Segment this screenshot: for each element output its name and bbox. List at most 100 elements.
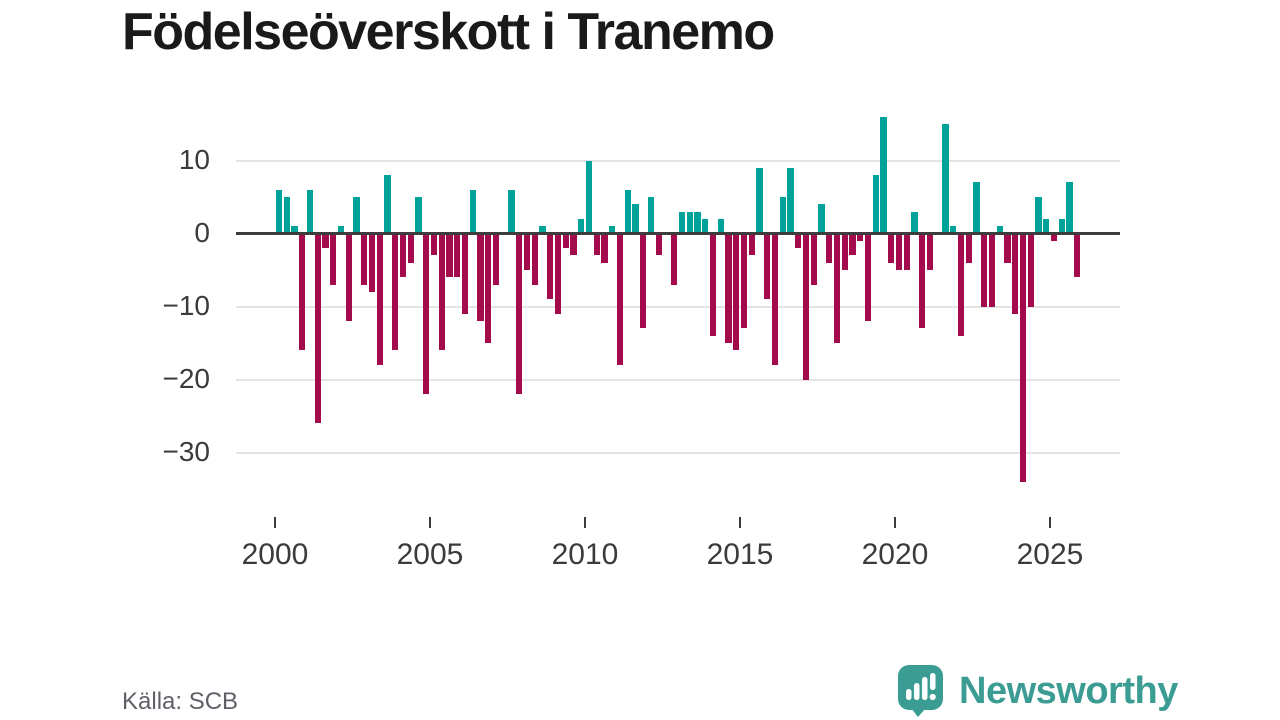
bar	[345, 233, 352, 322]
bar	[361, 233, 368, 285]
y-axis-tick-label: −10	[162, 289, 211, 321]
x-axis-tick-mark	[584, 517, 586, 528]
bar	[283, 197, 290, 234]
bar	[857, 233, 864, 241]
bar	[996, 226, 1003, 234]
bar	[771, 233, 779, 365]
bar	[438, 233, 445, 351]
y-axis-tick-label: 10	[178, 143, 210, 175]
bar	[423, 233, 430, 395]
bar	[531, 233, 538, 285]
bar	[671, 233, 678, 285]
bar	[314, 233, 321, 424]
y-axis-tick-label: −30	[162, 435, 211, 467]
bar	[508, 189, 515, 234]
bar	[1074, 233, 1081, 278]
bar-chart-speech-bubble-icon	[898, 665, 943, 717]
grid-line	[236, 451, 1120, 454]
bar	[818, 204, 825, 234]
bar	[306, 189, 314, 234]
bar	[407, 233, 414, 263]
bar	[733, 233, 740, 351]
bar	[1050, 233, 1058, 241]
bar	[392, 233, 399, 351]
bar	[376, 233, 383, 365]
grid-line	[236, 305, 1120, 308]
bar	[911, 211, 918, 234]
bar	[469, 189, 476, 234]
bar	[988, 233, 996, 307]
bar	[593, 233, 600, 256]
bar	[950, 226, 957, 234]
bar	[640, 233, 647, 329]
source-text: Källa: SCB	[122, 688, 239, 715]
bar	[926, 233, 934, 270]
bar	[368, 233, 376, 292]
bar	[694, 211, 701, 234]
bar	[678, 211, 686, 234]
bar	[275, 189, 283, 234]
bar	[578, 218, 585, 234]
bar	[399, 233, 407, 278]
newsworthy-wordmark: Newsworthy	[959, 669, 1178, 712]
bar	[299, 233, 306, 351]
bar	[601, 233, 608, 263]
x-axis-tick-label: 2025	[1016, 538, 1084, 571]
bar	[647, 197, 655, 234]
bar	[849, 233, 856, 256]
bar	[919, 233, 926, 329]
bar	[841, 233, 848, 270]
bar	[779, 197, 786, 234]
bar	[291, 226, 298, 234]
bar	[523, 233, 531, 270]
x-axis-tick-label: 2020	[861, 538, 929, 571]
bar	[430, 233, 438, 256]
bar	[1027, 233, 1034, 307]
bar	[895, 233, 903, 270]
bar	[826, 233, 833, 263]
zero-line	[236, 232, 1120, 235]
bar	[725, 233, 732, 343]
bar	[981, 233, 988, 307]
bar	[1012, 233, 1019, 314]
bar	[570, 233, 577, 256]
bar	[353, 197, 360, 234]
newsworthy-logo[interactable]: Newsworthy	[897, 664, 1178, 718]
bar	[539, 226, 546, 234]
bar	[1066, 182, 1073, 234]
x-axis-tick-mark	[1049, 517, 1051, 528]
bar	[864, 233, 872, 322]
x-axis-tick-label: 2010	[551, 538, 619, 571]
bar	[454, 233, 461, 278]
chart-title: Födelseöverskott i Tranemo	[122, 3, 775, 61]
bar	[802, 233, 810, 380]
x-axis-tick-label: 2005	[396, 538, 464, 571]
bar	[833, 233, 841, 343]
bar	[562, 233, 569, 249]
x-axis-tick-mark	[894, 517, 896, 528]
bar	[1035, 197, 1042, 234]
x-axis-tick-mark	[739, 517, 741, 528]
bar	[384, 175, 391, 234]
bar	[702, 218, 709, 234]
x-axis-tick-mark	[429, 517, 431, 528]
bar	[709, 233, 717, 336]
bar	[888, 233, 895, 263]
bar	[686, 211, 693, 234]
x-axis-tick-mark	[274, 517, 276, 528]
bar	[616, 233, 624, 365]
bar	[957, 233, 965, 336]
bar	[872, 175, 879, 234]
bar	[330, 233, 337, 285]
grid-line	[236, 159, 1120, 162]
bar	[609, 226, 616, 234]
bar	[965, 233, 972, 263]
bar	[1058, 218, 1065, 234]
bar	[1019, 233, 1027, 482]
bar	[446, 233, 453, 278]
bar	[787, 167, 794, 234]
bar	[485, 233, 492, 343]
bar	[624, 189, 631, 234]
bar	[756, 167, 763, 234]
